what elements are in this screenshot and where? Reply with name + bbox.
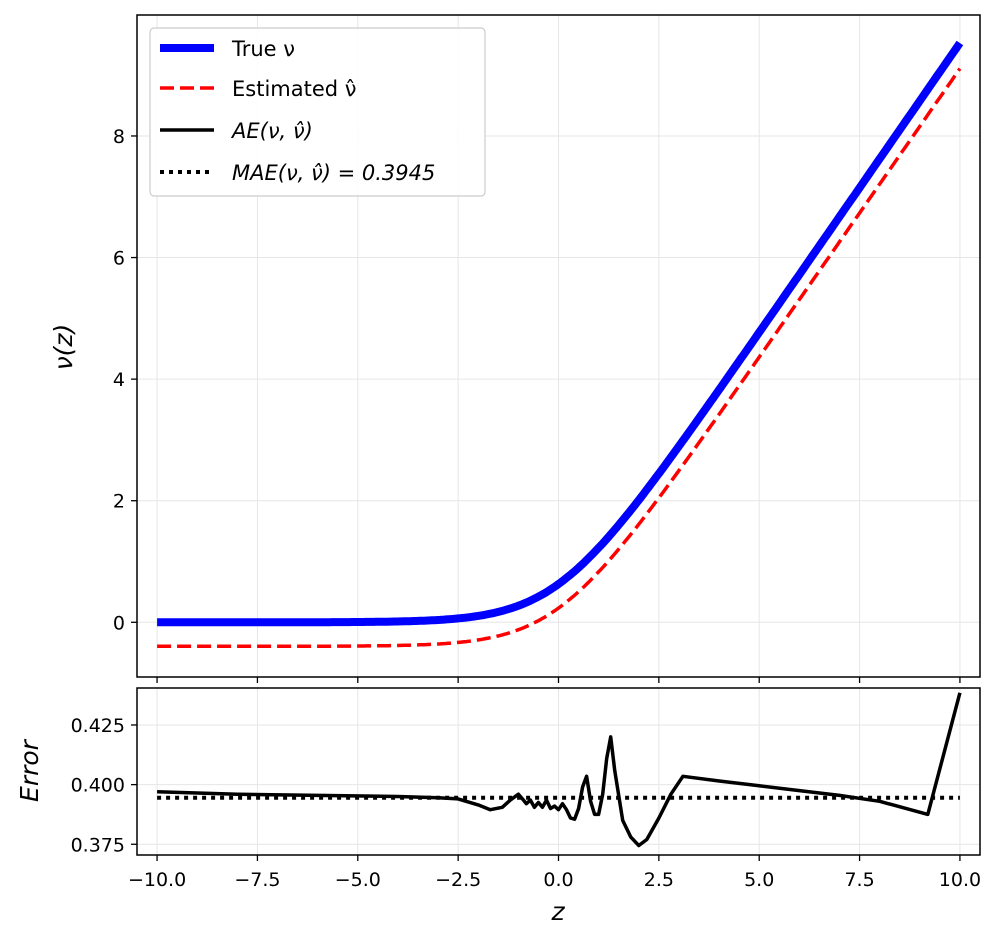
error-ytick-label-1: 0.400	[71, 775, 125, 797]
error-xtick-label-3: −2.5	[435, 869, 481, 891]
main-ytick-label-2: 4	[113, 369, 125, 391]
series-estimated-nu	[157, 67, 962, 649]
legend: True ν Estimated ν̂ AE(ν, ν̂) MAE(ν, ν̂)…	[149, 27, 486, 197]
error-panel: −10.0 −7.5 −5.0 −2.5 0.0 2.5 5.0 7.5 10.0 0.375 0.…	[15, 687, 981, 926]
legend-label-true: True ν	[231, 37, 295, 61]
legend-box	[149, 27, 486, 197]
legend-label-ae: AE(ν, ν̂)	[230, 119, 313, 143]
error-y-axis-label: Error	[15, 738, 44, 802]
error-xtick-label-5: 2.5	[644, 869, 674, 891]
main-panel: 0 2 4 6 8 ν(z) True ν Estimated ν̂ AE(ν, ν̂)…	[49, 14, 981, 683]
error-xtick-label-6: 5.0	[744, 869, 774, 891]
legend-label-mae: MAE(ν, ν̂) = 0.3945	[232, 161, 435, 185]
error-ticks: −10.0 −7.5 −5.0 −2.5 0.0 2.5 5.0 7.5 10.0 0.375 0.…	[71, 715, 981, 891]
error-ytick-label-2: 0.425	[71, 715, 125, 737]
error-xtick-label-0: −10.0	[128, 869, 186, 891]
main-ytick-label-1: 2	[113, 491, 125, 513]
series-ae	[157, 692, 962, 848]
error-xtick-label-1: −7.5	[234, 869, 280, 891]
series-true-nu	[155, 40, 964, 627]
x-axis-label: z	[550, 897, 565, 926]
main-ytick-label-3: 6	[113, 248, 125, 270]
main-series	[155, 40, 964, 649]
error-ytick-label-0: 0.375	[71, 834, 125, 856]
main-y-axis-label: ν(z)	[49, 324, 78, 371]
error-xtick-label-2: −5.0	[335, 869, 381, 891]
main-ytick-label-0: 0	[113, 612, 125, 634]
error-xtick-label-4: 0.0	[543, 869, 573, 891]
error-grid	[137, 688, 980, 855]
error-xtick-label-7: 7.5	[844, 869, 874, 891]
error-xtick-label-8: 10.0	[939, 869, 981, 891]
error-series	[157, 692, 962, 848]
legend-label-estimated: Estimated ν̂	[232, 77, 357, 101]
main-ticks: 0 2 4 6 8	[113, 126, 961, 683]
main-ytick-label-4: 8	[113, 126, 125, 148]
main-grid	[137, 15, 980, 677]
